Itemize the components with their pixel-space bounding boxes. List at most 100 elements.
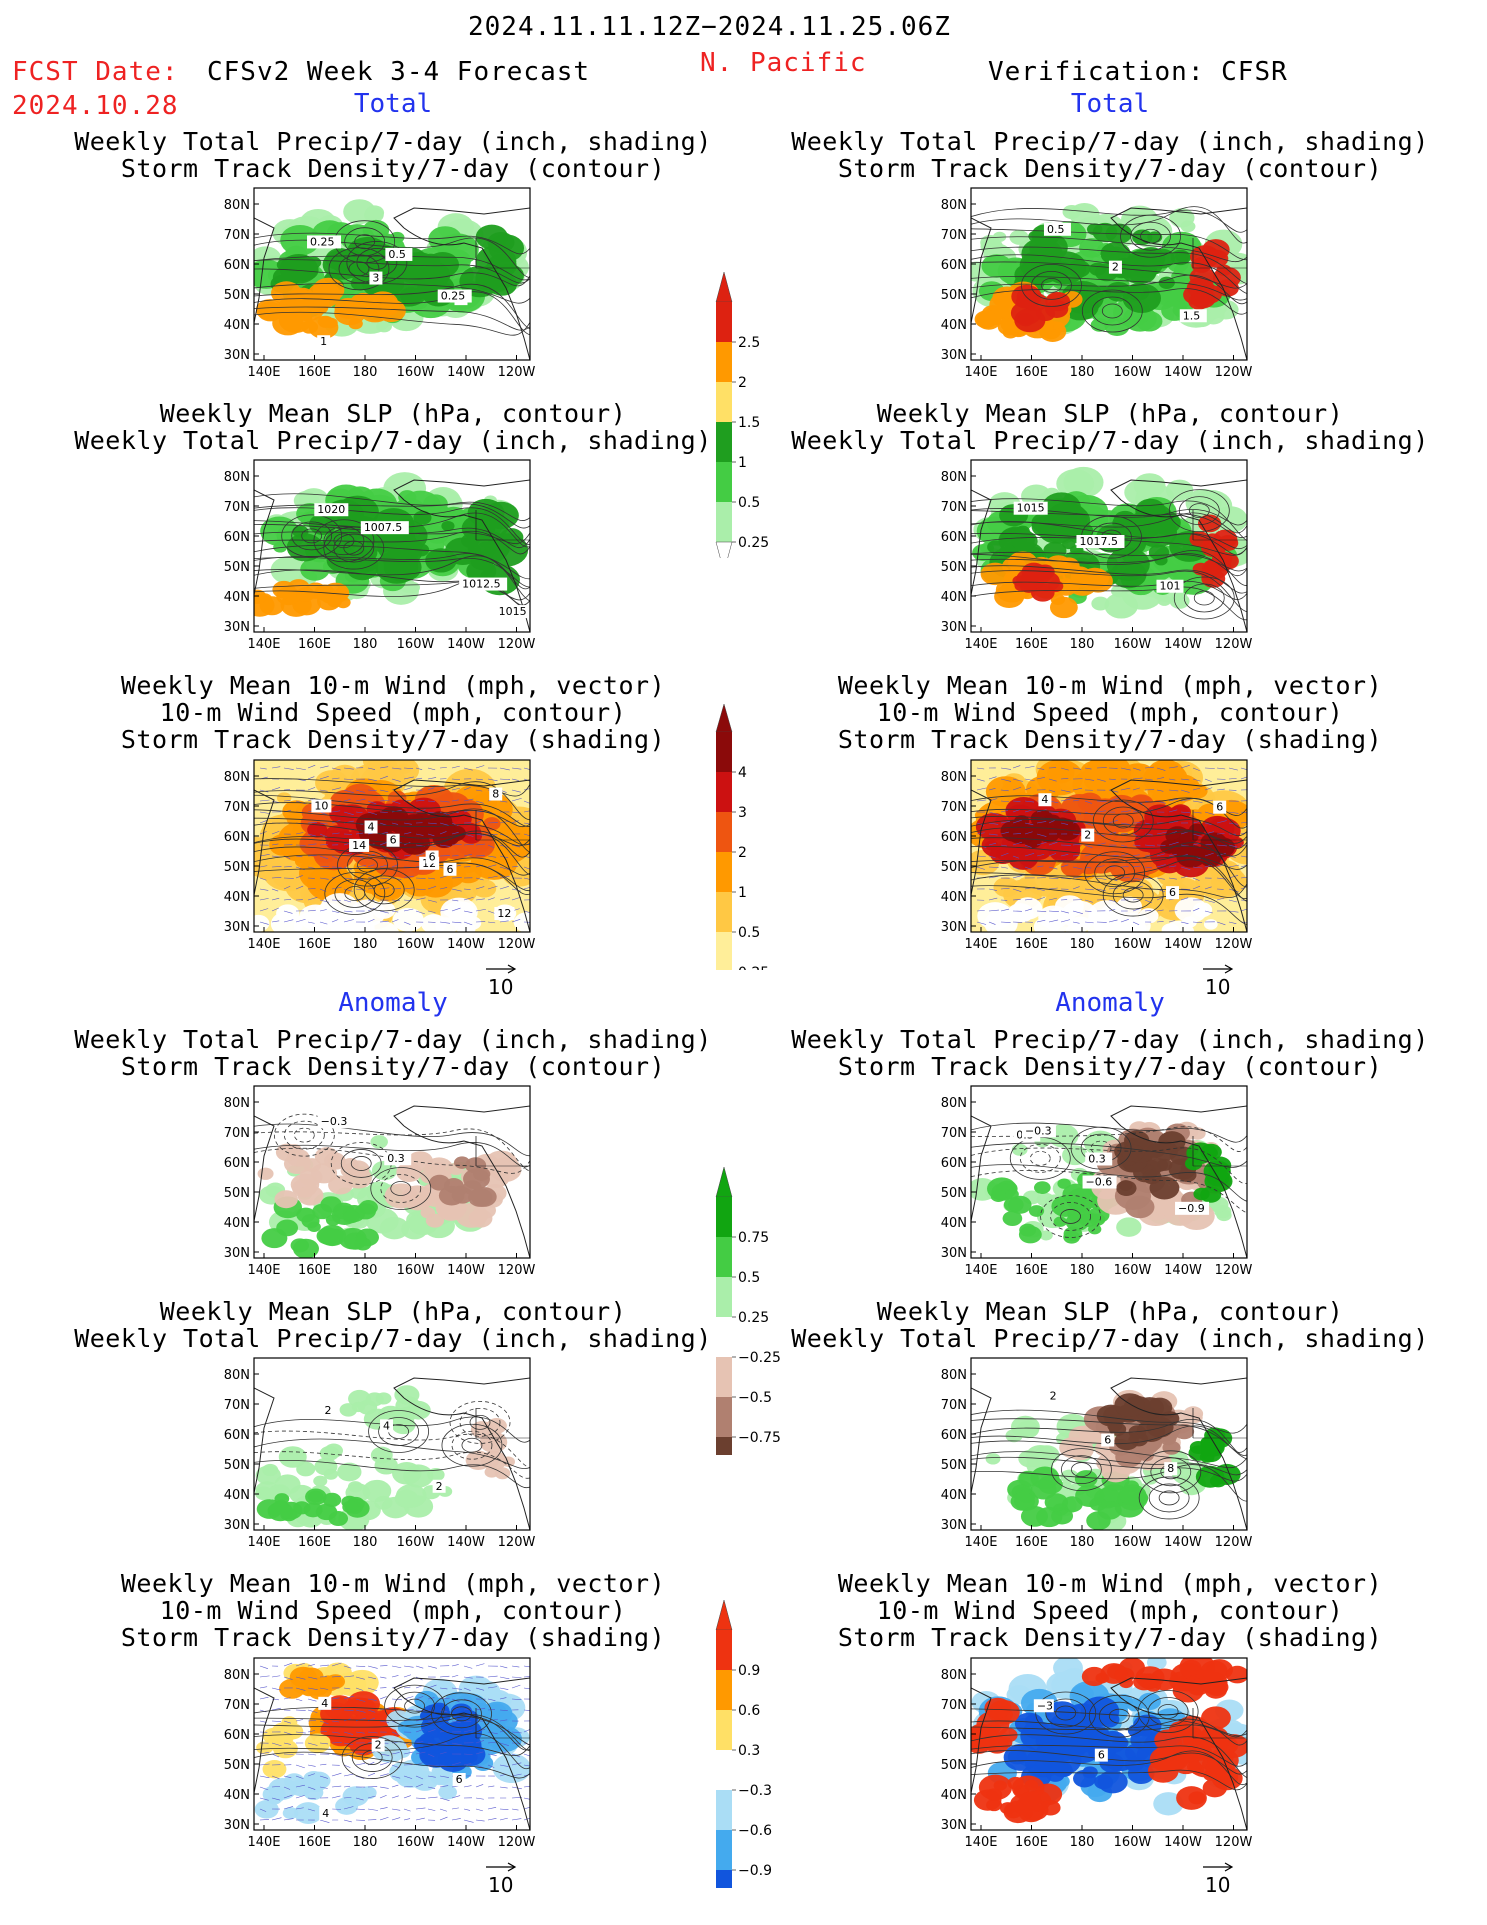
lat-tick-label: 80N [224,1368,250,1383]
lon-tick-label: 160W [397,637,435,652]
lat-tick-label: 30N [224,1518,250,1533]
colorbar-cap [715,1599,733,1631]
vector-ref-p5: 10 [486,960,518,999]
colorbar-label: −0.9 [738,1863,772,1879]
lat-tick-label: 50N [224,288,250,303]
lon-tick-label: 160W [397,1263,435,1278]
lat-tick-label: 60N [941,530,967,545]
lat-tick-label: 50N [941,288,967,303]
lat-tick-label: 70N [941,1126,967,1141]
colorbar-label: 2 [738,845,747,861]
colorbar-label: −0.3 [738,1783,772,1799]
lat-tick-label: 70N [224,228,250,243]
map-shading: −0.3 0.3 [254,1086,530,1258]
map-shading: 1020 1007.5 1012.5 1015 [254,460,530,632]
contour-label: 0.25 [310,235,335,248]
colorbar-precip-anom: 0.75 0.5 0.25 −0.25 −0.5 −0.75 [715,1166,781,1455]
lat-tick-label: 50N [224,1758,250,1773]
contour-label: 4 [383,1419,390,1432]
colorbar-label: 1 [738,885,747,901]
map-wind-storm-anom-verification: −3 6 80N 70N 60N 50N 40N 30N 140E 160E 180 160W 140W… [941,1657,1252,1850]
lon-tick-label: 120W [1215,365,1253,380]
colorbar-segment [716,1710,732,1750]
colorbar-segment [716,1277,732,1317]
lat-tick-label: 50N [941,560,967,575]
lat-tick-label: 30N [941,620,967,635]
lat-tick-label: 80N [224,1668,250,1683]
contour-label: 6 [456,1773,463,1786]
colorbar-label: 0.25 [738,1310,769,1326]
contour-label: 1015 [1017,502,1045,515]
contour-label: 8 [492,788,499,801]
map-shading: 1015 1017.5 101 [971,460,1247,632]
map-precip-storm-verification: 0.5 2 1.5 80N 70N 60N 50N 40N 30N 140E 160E 180 160W… [941,187,1253,380]
lat-tick-label: 80N [224,470,250,485]
colorbar-label: −0.75 [738,1430,781,1446]
lon-tick-label: 140E [964,637,997,652]
colorbar-segment [716,1830,732,1870]
contour-label: −3 [1037,1699,1053,1712]
title-p6: Weekly Mean 10-m Wind (mph, vector) 10-m … [837,671,1383,754]
colorbar-label: −0.25 [738,1350,781,1366]
contour-label: −0.9 [1178,1202,1205,1215]
contour-label: 4 [1041,793,1048,806]
title-p10: Weekly Mean SLP (hPa, contour) Weekly Tot… [791,1297,1429,1353]
contour-label: 6 [446,863,453,876]
lon-tick-label: 160E [298,1835,331,1850]
contour-label: 6 [1104,1434,1111,1447]
lat-tick-label: 70N [224,1398,250,1413]
vector-ref-p6: 10 [1203,960,1235,999]
contour-label: 6 [1216,801,1223,814]
arrow-icon [486,964,517,974]
contour-label: 2 [1050,1390,1057,1403]
lon-tick-label: 140W [1164,365,1202,380]
map-frame [970,1357,1248,1531]
lat-tick-label: 60N [941,258,967,273]
title-p11: Weekly Mean 10-m Wind (mph, vector) 10-m … [120,1569,666,1652]
section-total-left: Total [353,89,433,119]
colorbar-segment [716,1670,732,1710]
lat-tick-label: 70N [224,800,250,815]
map-frame [970,759,1248,933]
lon-tick-label: 180 [1070,1835,1095,1850]
lat-tick-label: 40N [941,1788,967,1803]
map-slp-precip-anom-forecast: 2 4 2 80N 70N 60N 50N 40N 30N 140E 160E 180 160W 140W… [224,1357,535,1550]
lon-tick-label: 160E [1015,1263,1048,1278]
lat-tick-label: 30N [941,1818,967,1833]
section-anomaly-left: Anomaly [338,988,448,1018]
region-label: N. Pacific [700,48,867,78]
map-shading: −3 6 [971,1658,1247,1830]
map-frame [970,459,1248,633]
contour-label: 14 [352,839,366,852]
colorbar-cap [715,541,733,558]
lon-tick-label: 160W [397,365,435,380]
colorbar-segment [716,1237,732,1277]
colorbar-precip-total: 2.5 2 1.5 1 0.5 0.25 [715,271,769,558]
lat-tick-label: 50N [941,860,967,875]
lon-tick-label: 160E [298,637,331,652]
contour-label: 1.5 [1183,309,1201,322]
lat-tick-label: 70N [941,228,967,243]
fcst-date-label: FCST Date: [12,57,179,87]
lon-tick-label: 160E [1015,937,1048,952]
lon-tick-label: 120W [498,1263,536,1278]
lat-tick-label: 50N [941,1758,967,1773]
colorbar-segment [716,1397,732,1437]
lat-tick-label: 30N [941,348,967,363]
lon-tick-label: 160E [298,937,331,952]
lat-tick-label: 40N [941,890,967,905]
lon-tick-label: 180 [353,937,378,952]
lat-tick-label: 70N [941,1398,967,1413]
lat-tick-label: 30N [224,1246,250,1261]
lon-tick-label: 180 [1070,1263,1095,1278]
lat-tick-label: 30N [941,1246,967,1261]
lat-tick-label: 80N [941,1096,967,1111]
lat-tick-label: 60N [941,830,967,845]
lat-tick-label: 80N [224,1096,250,1111]
lat-tick-label: 40N [224,1488,250,1503]
contour-label: 3 [372,272,379,285]
colorbar-segment [716,892,732,932]
lon-tick-label: 180 [353,365,378,380]
lat-tick-label: 30N [224,620,250,635]
map-slp-precip-verification: 1015 1017.5 101 80N 70N 60N 50N 40N 30N 140E 160E 1… [941,459,1252,652]
